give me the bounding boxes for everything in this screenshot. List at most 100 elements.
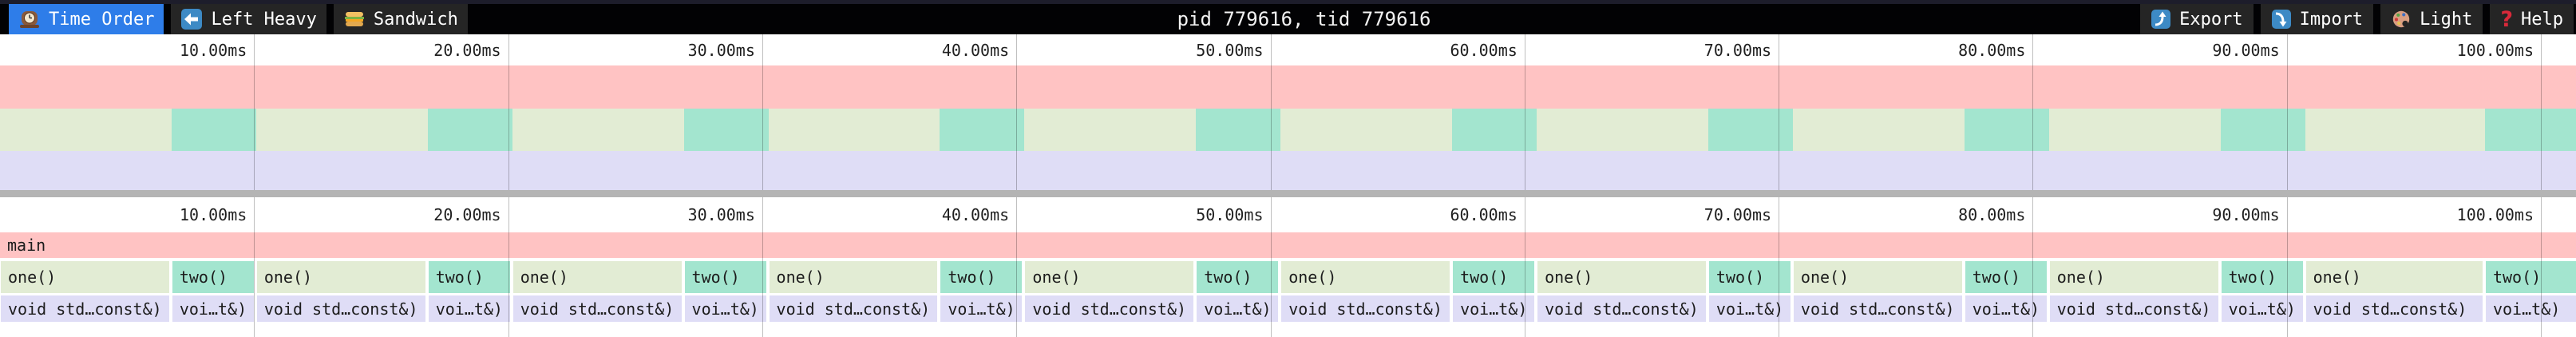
frame-one-detail[interactable]: void std…const&) [1537, 295, 1706, 322]
frame-one-detail[interactable]: void std…const&) [1793, 295, 1962, 322]
help-icon: ? [2500, 6, 2514, 32]
frame-one-detail[interactable]: void std…const&) [512, 295, 682, 322]
tick-label: 80.00ms [1958, 204, 2026, 224]
frame-label: one() [520, 268, 568, 287]
frame-label: one() [2056, 268, 2105, 287]
frame-two-detail[interactable]: voi…t&) [2485, 295, 2576, 322]
tab-left-heavy[interactable]: Left Heavy [171, 4, 326, 34]
import-button[interactable]: Import [2260, 4, 2374, 34]
frame-one-detail[interactable]: void std…const&) [256, 295, 425, 322]
tick-label: 70.00ms [1703, 204, 1772, 224]
tick-label: 80.00ms [1958, 40, 2026, 60]
frame-two[interactable]: two() [1708, 261, 1791, 293]
frame-label: one() [1288, 268, 1337, 287]
frame-label: voi…t&) [691, 299, 759, 319]
frame-label: voi…t&) [1972, 299, 2040, 319]
tick-label: 70.00ms [1703, 40, 1772, 60]
frame-label: one() [2313, 268, 2361, 287]
frame-two-detail[interactable]: voi…t&) [1708, 295, 1791, 322]
frame-one[interactable]: one() [1537, 261, 1706, 293]
frame-two[interactable]: two() [2485, 261, 2576, 293]
frame-label: voi…t&) [1460, 299, 1528, 319]
gridline [762, 34, 763, 190]
tick-label: 90.00ms [2212, 40, 2280, 60]
gridline [2541, 34, 2542, 190]
frame-two-detail[interactable]: voi…t&) [940, 295, 1023, 322]
frame-one-detail[interactable]: void std…const&) [1025, 295, 1194, 322]
frame-two[interactable]: two() [1965, 261, 2047, 293]
action-label: Light [2420, 9, 2473, 30]
frame-one[interactable]: one() [1025, 261, 1194, 293]
flame-row-onetwo: one() two() one() two() one() two() one() two()… [0, 261, 2576, 293]
frame-two[interactable]: two() [172, 261, 254, 293]
tick-label: 50.00ms [1196, 204, 1264, 224]
frame-label: voi…t&) [1715, 299, 1784, 319]
minimap-detail-band [0, 151, 2576, 190]
toolbar-title: pid 779616, tid 779616 [1177, 8, 1431, 30]
tick-label: 90.00ms [2212, 204, 2280, 224]
tick-label: 100.00ms [2456, 40, 2534, 60]
frame-two-detail[interactable]: voi…t&) [2221, 295, 2303, 322]
frame-two[interactable]: two() [940, 261, 1023, 293]
action-label: Import [2299, 9, 2364, 30]
frame-one[interactable]: one() [1793, 261, 1962, 293]
theme-toggle-button[interactable]: Light [2380, 4, 2483, 34]
clock-icon [18, 8, 41, 30]
tick-label: 100.00ms [2456, 204, 2534, 224]
frame-one[interactable]: one() [1, 261, 169, 293]
frame-one-detail[interactable]: void std…const&) [769, 295, 938, 322]
frame-one-detail[interactable]: void std…const&) [2305, 295, 2483, 322]
help-button[interactable]: ? Help [2490, 4, 2574, 34]
export-button[interactable]: Export [2140, 4, 2254, 34]
minimap-two-block [2484, 109, 2576, 151]
frame-label: void std…const&) [1032, 299, 1187, 319]
frame-two[interactable]: two() [1197, 261, 1279, 293]
tick-label: 40.00ms [941, 204, 1010, 224]
frame-two-detail[interactable]: voi…t&) [1965, 295, 2047, 322]
frame-one[interactable]: one() [2049, 261, 2218, 293]
frame-label: void std…const&) [263, 299, 418, 319]
frame-two[interactable]: two() [1453, 261, 1535, 293]
flamechart-ruler [0, 197, 2576, 232]
frame-label: void std…const&) [1288, 299, 1442, 319]
frame-main-frame[interactable]: main [0, 232, 2576, 258]
frame-two-detail[interactable]: voi…t&) [1453, 295, 1535, 322]
frame-two[interactable]: two() [2221, 261, 2303, 293]
frame-one-detail[interactable]: void std…const&) [1281, 295, 1450, 322]
toolbar: Time Order Left Heavy [0, 0, 2576, 34]
frame-label: one() [8, 268, 57, 287]
flamechart-section[interactable]: main one() two() one() two() one() two() one()… [0, 197, 2576, 337]
frame-label: one() [776, 268, 825, 287]
frame-one[interactable]: one() [512, 261, 682, 293]
frame-one[interactable]: one() [2305, 261, 2483, 293]
minimap-one-block [512, 109, 684, 151]
minimap-one-block [768, 109, 940, 151]
frame-one[interactable]: one() [1281, 261, 1450, 293]
frame-label: voi…t&) [1204, 299, 1272, 319]
tick-label: 60.00ms [1450, 204, 1518, 224]
frame-label: void std…const&) [1800, 299, 1955, 319]
tick-label: 10.00ms [180, 40, 247, 60]
frame-two[interactable]: two() [684, 261, 766, 293]
frame-one-detail[interactable]: void std…const&) [2049, 295, 2218, 322]
flame-row-detail: void std…const&) voi…t&) void std…const&) v… [0, 295, 2576, 322]
tick-label: 60.00ms [1450, 40, 1518, 60]
minimap-section[interactable]: 10.00ms 20.00ms 30.00ms 40.00ms 50.00ms 60.00… [0, 34, 2576, 190]
frame-one[interactable]: one() [256, 261, 425, 293]
tab-time-order[interactable]: Time Order [9, 4, 164, 34]
frame-two-detail[interactable]: voi…t&) [428, 295, 510, 322]
frame-two[interactable]: two() [428, 261, 510, 293]
frame-two-detail[interactable]: voi…t&) [1197, 295, 1279, 322]
tab-sandwich[interactable]: Sandwich [333, 4, 468, 34]
frame-one-detail[interactable]: void std…const&) [1, 295, 169, 322]
frame-two-detail[interactable]: voi…t&) [172, 295, 254, 322]
gridline [2541, 197, 2542, 337]
minimap-one-block [255, 109, 428, 151]
minimap-one-block [0, 109, 172, 151]
frame-label: one() [1545, 268, 1593, 287]
frame-two-detail[interactable]: voi…t&) [684, 295, 766, 322]
frame-label: voi…t&) [179, 299, 247, 319]
palette-icon [2391, 9, 2412, 30]
frame-one[interactable]: one() [769, 261, 938, 293]
